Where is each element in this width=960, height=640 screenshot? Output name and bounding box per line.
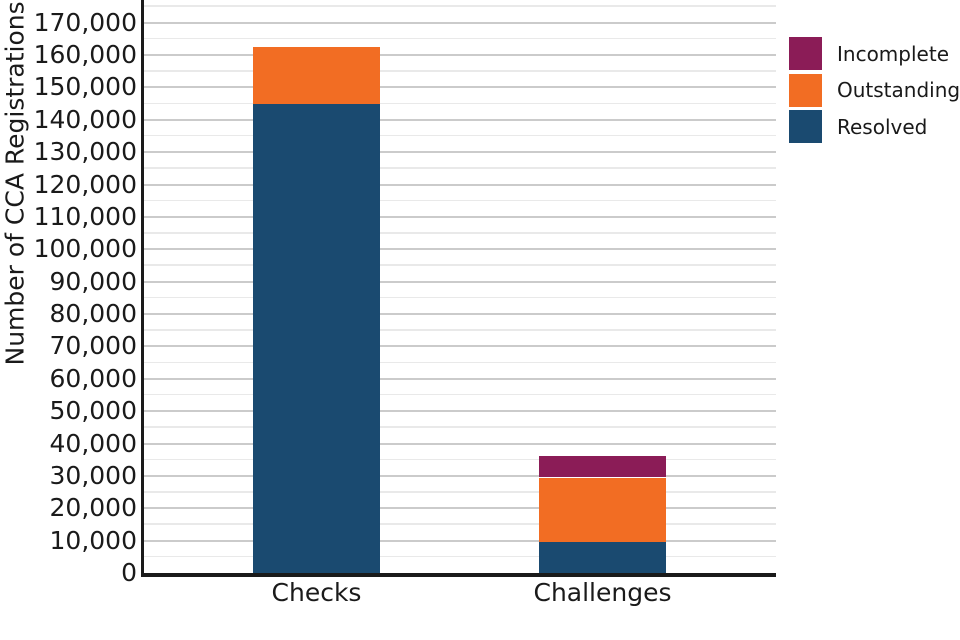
y-tick-label: 100,000 xyxy=(33,234,137,264)
plot-area xyxy=(144,0,776,573)
y-tick-label: 30,000 xyxy=(49,460,137,490)
gridline-minor xyxy=(144,361,776,364)
gridline-minor xyxy=(144,134,776,137)
gridline-major xyxy=(144,410,776,413)
y-tick-label: 120,000 xyxy=(33,169,137,199)
y-tick-label: 130,000 xyxy=(33,137,137,167)
gridline-major xyxy=(144,507,776,510)
gridline-minor xyxy=(144,426,776,428)
gridline-minor xyxy=(144,491,776,493)
y-tick-label: 10,000 xyxy=(49,525,137,555)
gridline-minor xyxy=(144,167,776,169)
legend-label: Resolved xyxy=(837,114,928,139)
bar-segment-incomplete-challenges xyxy=(539,456,666,478)
legend-swatch-incomplete xyxy=(789,37,822,70)
y-tick-label: 150,000 xyxy=(33,72,137,102)
legend-item-resolved: Resolved xyxy=(789,110,960,143)
bar-segment-outstanding-checks xyxy=(253,46,380,104)
gridline-minor xyxy=(144,523,776,525)
gridline-major xyxy=(144,474,776,477)
gridline-minor xyxy=(144,393,776,396)
gridline-minor xyxy=(144,199,776,202)
y-tick-label: 70,000 xyxy=(49,331,137,361)
x-tick-label-checks: Checks xyxy=(271,578,362,607)
gridline-major xyxy=(144,442,776,445)
gridline-major xyxy=(144,280,776,283)
legend-item-incomplete: Incomplete xyxy=(789,37,960,70)
y-tick-label: 140,000 xyxy=(33,104,137,134)
gridline-minor xyxy=(144,70,776,72)
y-tick-label: 50,000 xyxy=(49,396,137,426)
y-tick-label: 110,000 xyxy=(33,201,137,231)
gridline-minor xyxy=(144,555,776,558)
gridline-major xyxy=(144,151,776,154)
bar-segment-resolved-checks xyxy=(253,103,380,573)
legend-label: Incomplete xyxy=(837,41,949,66)
gridline-minor xyxy=(144,264,776,266)
gridline-minor xyxy=(144,296,776,299)
y-tick-label: 0 xyxy=(121,558,137,587)
gridline-major xyxy=(144,313,776,316)
gridline-major xyxy=(144,248,776,251)
y-tick-label: 160,000 xyxy=(33,40,137,70)
legend-swatch-resolved xyxy=(789,110,822,143)
y-tick-label: 170,000 xyxy=(33,7,137,37)
gridline-minor xyxy=(144,329,776,331)
gridline-major xyxy=(144,215,776,218)
gridline-major xyxy=(144,345,776,348)
legend-label: Outstanding xyxy=(837,78,960,102)
gridline-minor xyxy=(144,37,776,40)
gridline-major xyxy=(144,21,776,24)
legend-swatch-outstanding xyxy=(789,73,822,107)
gridline-major xyxy=(144,183,776,186)
legend-item-outstanding: Outstanding xyxy=(789,73,960,107)
y-tick-label: 20,000 xyxy=(49,493,137,523)
y-axis-spine xyxy=(141,0,144,576)
gridline-minor xyxy=(144,232,776,234)
x-tick-label-challenges: Challenges xyxy=(533,578,672,607)
y-tick-label: 40,000 xyxy=(49,428,137,458)
gridline-minor xyxy=(144,5,776,7)
gridline-major xyxy=(144,118,776,121)
gridline-major xyxy=(144,54,776,57)
bar-segment-resolved-challenges xyxy=(539,542,666,573)
gridline-major xyxy=(144,539,776,542)
gridline-minor xyxy=(144,458,776,461)
y-tick-label: 90,000 xyxy=(49,266,137,296)
x-axis-spine xyxy=(141,573,776,577)
y-tick-label: 60,000 xyxy=(49,363,137,393)
gridline-minor xyxy=(144,102,776,105)
gridline-major xyxy=(144,86,776,89)
legend: Incomplete Outstanding Resolved xyxy=(789,37,960,147)
gridline-major xyxy=(144,377,776,380)
y-tick-label: 80,000 xyxy=(49,299,137,329)
bar-segment-outstanding-challenges xyxy=(539,477,666,543)
